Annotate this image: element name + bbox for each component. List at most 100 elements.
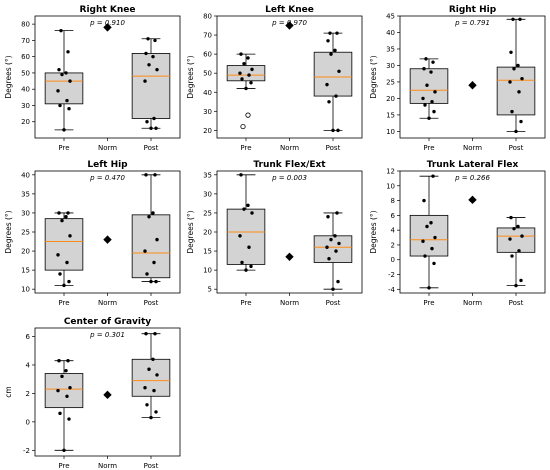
y-tick-label: 20 — [21, 248, 30, 256]
data-point — [154, 410, 158, 414]
x-tick-label-post: Post — [509, 144, 524, 152]
data-point — [244, 86, 248, 91]
data-point — [333, 48, 337, 53]
y-tick-label: 10 — [386, 128, 395, 136]
chart-panel-6: Trunk Lateral Flex Degrees (°) -4 -2 0 2 4 6 8 10… — [369, 160, 546, 307]
data-point — [421, 239, 425, 243]
chart-panel-4: Left Hip Degrees (°) 10 15 20 25 30 35 40 Pre Norm… — [4, 160, 181, 307]
data-point — [516, 63, 520, 68]
data-point — [56, 388, 60, 393]
norm-marker — [285, 252, 294, 261]
data-point — [144, 173, 148, 177]
data-point — [57, 359, 61, 363]
data-point — [509, 50, 513, 54]
chart-title: Left Hip — [87, 160, 128, 170]
data-point — [154, 126, 158, 130]
y-tick-label: 4 — [26, 361, 31, 369]
data-point — [66, 50, 70, 54]
y-tick-label: 2 — [26, 390, 30, 398]
data-point — [423, 103, 427, 107]
data-point — [240, 260, 244, 265]
data-point — [432, 261, 436, 266]
data-point — [423, 254, 427, 258]
x-tick-label-post: Post — [326, 299, 341, 307]
data-point — [60, 374, 64, 379]
boxplot-post — [496, 17, 536, 134]
data-point — [518, 17, 522, 21]
y-tick-label: 40 — [203, 89, 212, 97]
data-point — [432, 109, 436, 114]
data-point — [421, 96, 425, 101]
chart-title: Right Knee — [80, 5, 136, 15]
x-tick-label-pre: Pre — [240, 299, 251, 307]
data-point — [429, 70, 433, 74]
y-tick-label: 10 — [203, 267, 212, 275]
data-point — [422, 67, 426, 71]
chart-panel-2: Left Knee Degrees (°) 20 30 40 50 60 70 80 Pre Nor… — [186, 5, 363, 152]
y-tick-label: -4 — [388, 286, 396, 294]
x-tick-label-norm: Norm — [98, 144, 117, 152]
data-point — [58, 272, 62, 276]
p-value-annotation: p = 0.301 — [89, 331, 125, 339]
data-point — [430, 100, 434, 104]
data-point — [238, 71, 242, 75]
data-point — [514, 283, 518, 288]
y-tick-label: 80 — [21, 21, 30, 29]
y-tick-label: 15 — [203, 248, 212, 256]
data-point — [151, 357, 155, 361]
y-tick-label: 6 — [391, 212, 396, 220]
p-value-annotation: p = 0.791 — [454, 19, 490, 27]
norm-marker — [103, 235, 112, 244]
y-tick-label: 30 — [386, 62, 395, 70]
data-point — [152, 388, 156, 393]
chart-panel-1: Right Knee Degrees (°) 20 30 40 50 60 70 80 Pre No… — [4, 5, 181, 152]
y-tick-label: 20 — [386, 95, 395, 103]
boxplot-pre — [409, 57, 449, 120]
data-point — [336, 279, 340, 284]
data-point — [145, 272, 149, 276]
data-point — [512, 226, 516, 231]
data-point — [325, 82, 329, 87]
x-tick-label-norm: Norm — [280, 299, 299, 307]
y-axis-label: Degrees (°) — [186, 55, 195, 98]
data-point — [517, 90, 521, 94]
x-tick-label-pre: Pre — [423, 144, 434, 152]
data-point — [247, 245, 251, 249]
data-point — [331, 287, 335, 291]
y-tick-label: 45 — [386, 13, 395, 21]
data-point — [154, 279, 158, 284]
data-point — [327, 100, 331, 104]
data-point — [147, 367, 151, 371]
boxplot-post — [313, 31, 353, 133]
iqr-box — [131, 214, 171, 279]
data-point — [250, 67, 254, 72]
y-axis-label: cm — [4, 386, 13, 397]
boxplot-pre — [409, 174, 449, 290]
y-tick-label: 8 — [391, 197, 395, 205]
data-point — [66, 211, 70, 215]
y-tick-label: 10 — [21, 286, 30, 294]
x-tick-label-pre: Pre — [58, 144, 69, 152]
y-tick-label: 2 — [391, 241, 395, 249]
data-point — [510, 109, 514, 114]
data-point — [516, 224, 520, 229]
data-point — [59, 28, 63, 33]
data-point — [64, 215, 68, 219]
chart-panel-7: Center of Gravity cm -2 0 2 4 6 Pre Norm Post p = … — [4, 317, 181, 470]
norm-marker — [103, 23, 112, 32]
data-point — [153, 331, 157, 336]
data-point — [152, 260, 156, 265]
data-point — [143, 79, 147, 83]
y-tick-label: 60 — [203, 51, 212, 59]
norm-marker — [468, 81, 477, 90]
data-point — [433, 235, 437, 240]
p-value-annotation: p = 0.910 — [89, 19, 125, 27]
data-point — [246, 56, 250, 60]
iqr-box — [44, 373, 84, 409]
p-value-annotation: p = 0.470 — [89, 174, 125, 182]
x-tick-label-post: Post — [144, 299, 159, 307]
data-point — [153, 38, 157, 43]
data-point — [331, 128, 335, 133]
data-point — [326, 39, 330, 43]
